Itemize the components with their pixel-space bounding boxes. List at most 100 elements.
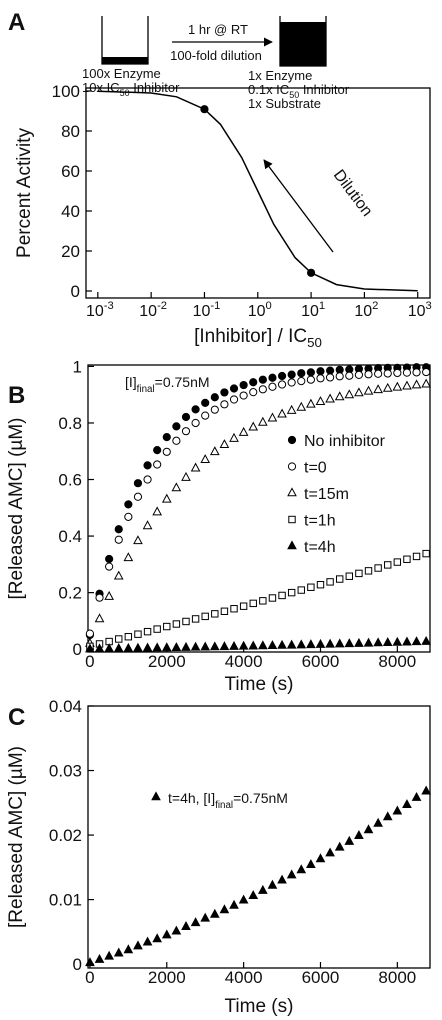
marker bbox=[229, 384, 239, 393]
marker bbox=[209, 446, 220, 456]
marker bbox=[181, 921, 191, 930]
marker bbox=[392, 636, 403, 646]
marker bbox=[268, 373, 277, 382]
marker bbox=[238, 894, 249, 904]
marker bbox=[161, 929, 172, 939]
marker bbox=[220, 607, 229, 615]
marker bbox=[104, 950, 114, 960]
marker bbox=[85, 957, 95, 967]
marker bbox=[133, 940, 143, 950]
marker bbox=[421, 785, 431, 795]
marker bbox=[238, 426, 249, 436]
marker bbox=[306, 375, 315, 384]
condition-text: 0.1x IC bbox=[248, 82, 289, 97]
marker bbox=[325, 847, 335, 857]
marker bbox=[267, 412, 278, 422]
x-tick-label: 103 bbox=[408, 300, 432, 320]
x-tick-label-sup: -3 bbox=[104, 300, 114, 312]
marker bbox=[363, 824, 374, 834]
marker bbox=[296, 864, 307, 874]
x-tick-label: 8000 bbox=[378, 968, 416, 987]
marker bbox=[325, 373, 335, 382]
marker bbox=[315, 396, 326, 406]
marker bbox=[85, 629, 95, 638]
y-tick-label: 0 bbox=[73, 640, 82, 659]
legend-label: t=15m bbox=[304, 486, 349, 503]
marker bbox=[344, 835, 355, 845]
x-tick-label: 4000 bbox=[225, 968, 263, 987]
annotation-rest: =0.75nM bbox=[155, 374, 210, 390]
annotation: Dilution bbox=[330, 167, 376, 220]
x-tick-label-label: 10 bbox=[193, 303, 211, 320]
marker bbox=[239, 380, 248, 390]
marker bbox=[384, 561, 392, 569]
marker bbox=[172, 422, 181, 431]
condition: 1x Enzyme bbox=[248, 68, 312, 83]
marker bbox=[115, 635, 123, 643]
marker bbox=[373, 384, 383, 394]
marker bbox=[334, 841, 345, 851]
x-tick-label: 6000 bbox=[302, 968, 340, 987]
marker bbox=[249, 388, 258, 397]
marker bbox=[354, 830, 364, 840]
marker bbox=[412, 368, 421, 377]
marker bbox=[114, 525, 123, 534]
arrow-label: 1 hr @ RT bbox=[188, 22, 248, 37]
marker bbox=[191, 615, 200, 623]
marker bbox=[200, 912, 211, 922]
legend-name: t=4h bbox=[304, 539, 336, 556]
marker bbox=[315, 853, 326, 863]
marker bbox=[133, 535, 143, 545]
marker bbox=[210, 405, 219, 414]
legend-label: t=1h bbox=[304, 513, 336, 530]
marker bbox=[172, 620, 181, 628]
marker bbox=[182, 617, 190, 626]
marker bbox=[334, 638, 345, 648]
y-tick-label: 1 bbox=[73, 357, 82, 376]
x-axis-label: [Inhibitor] / IC50 bbox=[194, 326, 322, 350]
x-tick-label: 10-3 bbox=[86, 300, 114, 320]
legend-name: t=1h bbox=[304, 513, 336, 530]
marker bbox=[171, 925, 182, 935]
legend-note-text: , [I] bbox=[196, 790, 215, 806]
marker bbox=[239, 391, 248, 400]
x-tick-label-sup: 0 bbox=[266, 300, 272, 312]
marker bbox=[181, 641, 191, 651]
marker bbox=[105, 562, 114, 571]
marker bbox=[219, 904, 230, 914]
legend-name: t=0 bbox=[304, 460, 327, 477]
marker bbox=[422, 549, 430, 558]
marker bbox=[229, 432, 239, 442]
marker bbox=[258, 640, 268, 650]
plot-frame bbox=[87, 705, 431, 969]
y-tick-label: 0 bbox=[73, 955, 82, 974]
marker bbox=[258, 884, 268, 894]
marker bbox=[133, 479, 143, 488]
marker bbox=[133, 492, 143, 501]
marker bbox=[124, 500, 133, 509]
marker bbox=[152, 933, 163, 943]
y-tick-label: 0.02 bbox=[49, 826, 82, 845]
marker bbox=[259, 597, 267, 605]
marker bbox=[152, 642, 163, 652]
marker bbox=[411, 636, 422, 646]
marker bbox=[143, 461, 152, 470]
marker bbox=[382, 382, 393, 392]
y-tick-label: 0.6 bbox=[58, 471, 82, 490]
marker bbox=[325, 366, 335, 375]
marker bbox=[143, 627, 152, 636]
x-tick-label: 100 bbox=[248, 300, 272, 320]
marker bbox=[142, 936, 153, 946]
legend-note-sub: final bbox=[215, 800, 233, 811]
marker bbox=[171, 482, 182, 492]
x-tick-label-sup: -1 bbox=[210, 300, 220, 312]
marker bbox=[402, 380, 412, 390]
marker bbox=[278, 591, 286, 600]
marker bbox=[239, 602, 248, 610]
marker bbox=[258, 375, 267, 384]
marker bbox=[153, 446, 162, 455]
y-tick-label: 0 bbox=[71, 282, 80, 301]
marker bbox=[267, 879, 278, 889]
marker bbox=[153, 625, 161, 633]
beaker bbox=[101, 16, 149, 65]
